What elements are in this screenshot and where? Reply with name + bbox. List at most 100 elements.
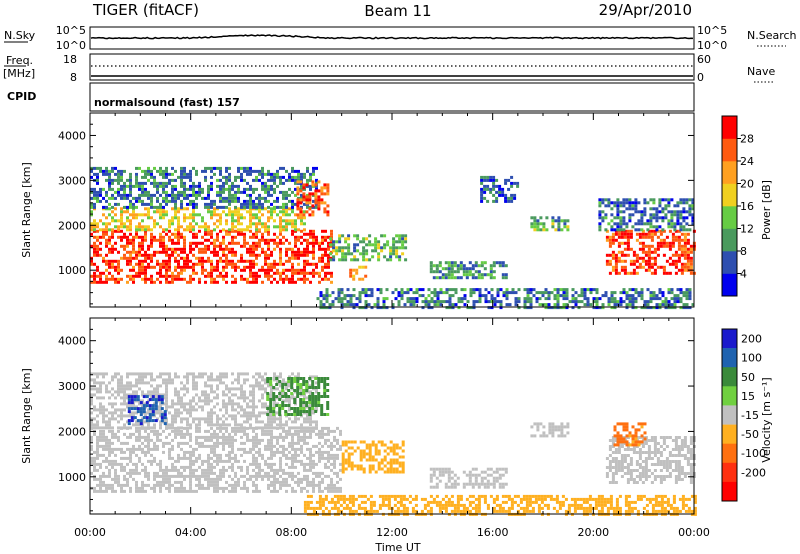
velocity-cell (123, 390, 126, 394)
power-cell (192, 268, 195, 272)
power-cell (589, 303, 593, 307)
power-cell (141, 225, 144, 229)
velocity-cell (204, 438, 207, 442)
power-cell (505, 303, 509, 307)
velocity-cell (276, 477, 279, 481)
velocity-cell (297, 459, 300, 463)
power-cell (504, 196, 508, 200)
velocity-cell (192, 447, 195, 451)
velocity-cell (129, 381, 132, 385)
velocity-cell (252, 405, 255, 409)
power-cell (562, 303, 566, 307)
power-cell (273, 265, 276, 269)
velocity-cell (159, 465, 162, 469)
power-cell (508, 291, 512, 295)
power-cell (323, 192, 327, 196)
power-cell (498, 184, 502, 188)
velocity-cell (186, 372, 189, 376)
power-cell (225, 178, 228, 182)
power-cell (195, 241, 198, 245)
velocity-cell (204, 390, 207, 394)
velocity-cell (159, 405, 162, 409)
power-cell (637, 228, 641, 232)
power-cell (306, 262, 309, 266)
velocity-cell (186, 381, 189, 385)
power-cell (480, 190, 484, 194)
velocity-cell (279, 423, 282, 427)
power-cell (228, 262, 231, 266)
power-cell (629, 259, 633, 263)
velocity-cell (96, 387, 99, 391)
power-cell (129, 238, 132, 242)
power-cell (302, 195, 306, 199)
power-cell (228, 202, 231, 206)
power-cell (132, 216, 135, 220)
velocity-cell (93, 456, 96, 460)
power-cell (243, 265, 246, 269)
power-cell (303, 247, 306, 251)
power-cell (517, 300, 521, 304)
power-cell (147, 253, 150, 257)
velocity-cell (90, 459, 93, 463)
velocity-cell (192, 381, 195, 385)
velocity-cell (273, 453, 276, 457)
power-cell (311, 213, 315, 217)
power-cell (279, 181, 282, 185)
velocity-cell (312, 429, 315, 433)
power-cell (231, 225, 234, 229)
power-cell (213, 265, 216, 269)
velocity-cell (192, 453, 195, 457)
velocity-cell (249, 450, 252, 454)
velocity-cell (111, 417, 114, 421)
velocity-cell (315, 462, 318, 466)
power-cell (324, 265, 327, 269)
power-cell (291, 205, 294, 209)
velocity-cell (210, 456, 213, 460)
power-cell (90, 187, 93, 191)
velocity-cell (130, 416, 134, 420)
velocity-cell (105, 459, 108, 463)
velocity-cell (252, 480, 255, 484)
power-cell (671, 262, 675, 266)
power-cell (276, 196, 279, 200)
power-cell (650, 229, 654, 233)
power-cell (210, 216, 213, 220)
power-cell (285, 238, 288, 242)
power-cell (159, 244, 162, 248)
velocity-cell (108, 471, 111, 475)
power-cell (492, 261, 496, 265)
velocity-cell (123, 423, 126, 427)
power-cell (661, 303, 665, 307)
velocity-cell (135, 465, 138, 469)
power-cell (523, 306, 527, 310)
velocity-cell (303, 465, 306, 469)
power-cell (180, 265, 183, 269)
power-cell (323, 210, 327, 214)
power-cell (291, 169, 294, 173)
power-cell (267, 219, 270, 223)
power-cell (183, 259, 186, 263)
power-cell (165, 268, 168, 272)
velocity-cell (270, 474, 273, 478)
velocity-cell (228, 453, 231, 457)
power-cell (234, 280, 237, 284)
power-cell (240, 216, 243, 220)
velocity-cell (159, 372, 162, 376)
power-cell (237, 219, 240, 223)
velocity-cell (138, 447, 141, 451)
velocity-cell (255, 474, 258, 478)
power-cell (141, 228, 144, 232)
velocity-cell (207, 480, 210, 484)
velocity-cell (330, 486, 333, 490)
power-cell (330, 229, 333, 233)
power-cell (177, 262, 180, 266)
velocity-cell (177, 396, 180, 400)
velocity-cell (204, 417, 207, 421)
velocity-cell (267, 447, 270, 451)
power-cell (299, 189, 303, 193)
power-cell (111, 274, 114, 278)
velocity-cell (225, 429, 228, 433)
velocity-cell (120, 450, 123, 454)
power-cell (652, 306, 656, 310)
power-cell (144, 175, 147, 179)
